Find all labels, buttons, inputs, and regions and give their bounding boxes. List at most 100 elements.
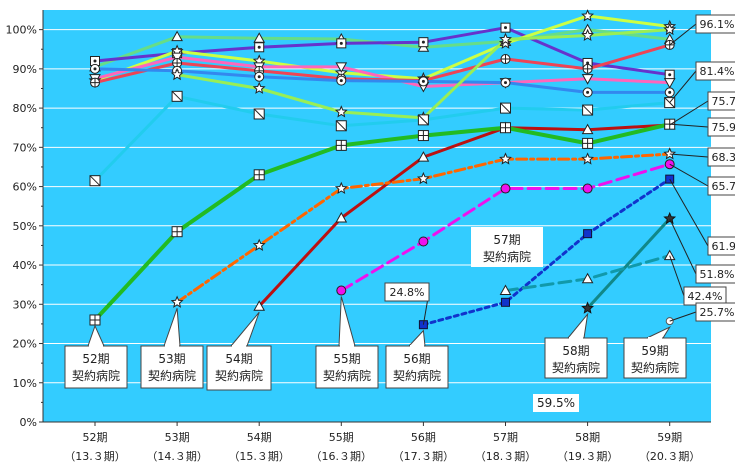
cohort-label-pointer: [567, 312, 589, 339]
series-line-5: [93, 67, 672, 94]
x-tick-sublabel: （16.３期）: [311, 450, 373, 463]
point-marker: [90, 77, 100, 88]
point-marker: [418, 236, 429, 247]
point-marker: [582, 183, 593, 194]
point-marker: [499, 152, 512, 165]
point-marker: [336, 38, 347, 49]
point-marker: [170, 295, 184, 308]
x-tick-label: 56期: [411, 431, 436, 444]
value-label-text: 25.7%: [700, 306, 735, 319]
value-label-text: 65.7%: [712, 180, 735, 193]
point-marker: [89, 314, 101, 326]
series-line-8: [257, 123, 672, 308]
cohort-label-line1: 52期: [82, 352, 109, 366]
point-marker: [581, 152, 595, 165]
point-marker: [336, 75, 347, 86]
cohort-label-line2: 契約病院: [148, 368, 196, 383]
value-label-box: [707, 176, 735, 196]
series-line-7: [93, 94, 672, 183]
point-marker: [663, 78, 676, 89]
value-label-box: [707, 147, 735, 167]
series-line-12: [421, 177, 672, 327]
y-tick-label: 90%: [13, 63, 37, 76]
point-marker: [663, 211, 677, 225]
value-label-leader: [669, 153, 709, 158]
point-marker: [334, 105, 348, 118]
value-label-box: [695, 302, 735, 322]
x-axis-ticks: 52期 （13.３期） 53期 （14.３期） 54期 （15.３期） 55期 （16.３期）…: [64, 422, 700, 463]
point-marker: [171, 90, 183, 102]
value-label-text: 42.4%: [688, 290, 723, 303]
y-tick-label: 40%: [13, 259, 37, 272]
point-marker: [663, 249, 676, 261]
y-axis-ticks: 0% 10% 20% 30% 40% 50% 60% 70% 80% 90% 100%: [6, 24, 43, 429]
point-marker: [582, 63, 593, 74]
point-marker: [254, 71, 265, 82]
point-marker: [335, 120, 347, 132]
point-marker: [499, 284, 512, 296]
point-marker: [334, 181, 348, 195]
point-marker: [500, 77, 511, 88]
value-label-text: 51.8%: [700, 268, 735, 281]
cohort-label-pointer: [87, 324, 105, 347]
value-label-text: 81.4%: [700, 65, 735, 78]
value-label-box: [695, 264, 735, 284]
point-marker: [171, 226, 183, 238]
point-marker: [335, 62, 348, 73]
point-marker: [418, 37, 429, 48]
point-marker: [417, 114, 429, 126]
x-tick-sublabel: （14.３期）: [146, 450, 208, 463]
point-marker: [500, 102, 511, 114]
cohort-label-line1: 58期: [562, 344, 589, 358]
point-marker: [417, 130, 429, 142]
point-marker: [335, 139, 347, 151]
value-label-leader: [669, 311, 697, 322]
value-label-leader: [669, 163, 709, 187]
value-label-text: 24.8%: [390, 286, 425, 299]
point-marker: [581, 272, 594, 284]
series-line-13: [586, 217, 672, 310]
point-marker: [582, 104, 594, 116]
point-marker: [500, 22, 511, 33]
value-label-leader: [669, 255, 685, 297]
point-marker: [253, 108, 265, 120]
point-marker: [252, 81, 266, 94]
value-label-text: 96.1%: [700, 18, 735, 31]
cohort-label-line1: 55期: [333, 352, 360, 366]
value-label-box: [707, 236, 735, 256]
x-tick-sublabel: （18.３期）: [475, 450, 537, 463]
point-marker: [581, 9, 595, 22]
y-tick-label: 30%: [13, 298, 37, 311]
value-label-leader: [669, 218, 697, 275]
x-tick-label: 58期: [575, 431, 600, 444]
point-marker: [416, 171, 430, 185]
value-label-box: [533, 394, 579, 412]
cohort-label-line2: 契約病院: [215, 368, 263, 383]
point-marker: [418, 76, 429, 87]
cohort-label-box: [623, 337, 687, 379]
point-marker: [499, 32, 512, 45]
point-marker: [663, 22, 677, 36]
x-tick-label: 55期: [329, 431, 354, 444]
y-tick-label: 60%: [13, 181, 37, 194]
cohort-label-line2: 契約病院: [323, 368, 371, 383]
cohort-label-box: [64, 345, 128, 389]
value-label-text: 75.9%: [712, 121, 735, 134]
x-tick-sublabel: （20.３期）: [639, 450, 701, 463]
cohort-label-box: [385, 345, 449, 389]
y-tick-label: 0%: [20, 416, 37, 429]
value-label-box: [695, 14, 735, 34]
cohort-label-box: [471, 227, 543, 267]
cohort-label-line2: 契約病院: [483, 249, 531, 264]
x-tick-sublabel: （15.３期）: [228, 450, 290, 463]
value-label-leader: [669, 178, 709, 247]
value-label-text: 75.7%: [712, 95, 735, 108]
cohort-label-line2: 契約病院: [552, 360, 600, 375]
y-tick-label: 100%: [6, 24, 37, 37]
cohort-label-box: [544, 337, 608, 379]
cohort-label-line1: 54期: [225, 352, 252, 366]
value-label-leader: [669, 23, 697, 46]
point-marker: [417, 151, 430, 162]
series-line-3: [93, 55, 672, 88]
